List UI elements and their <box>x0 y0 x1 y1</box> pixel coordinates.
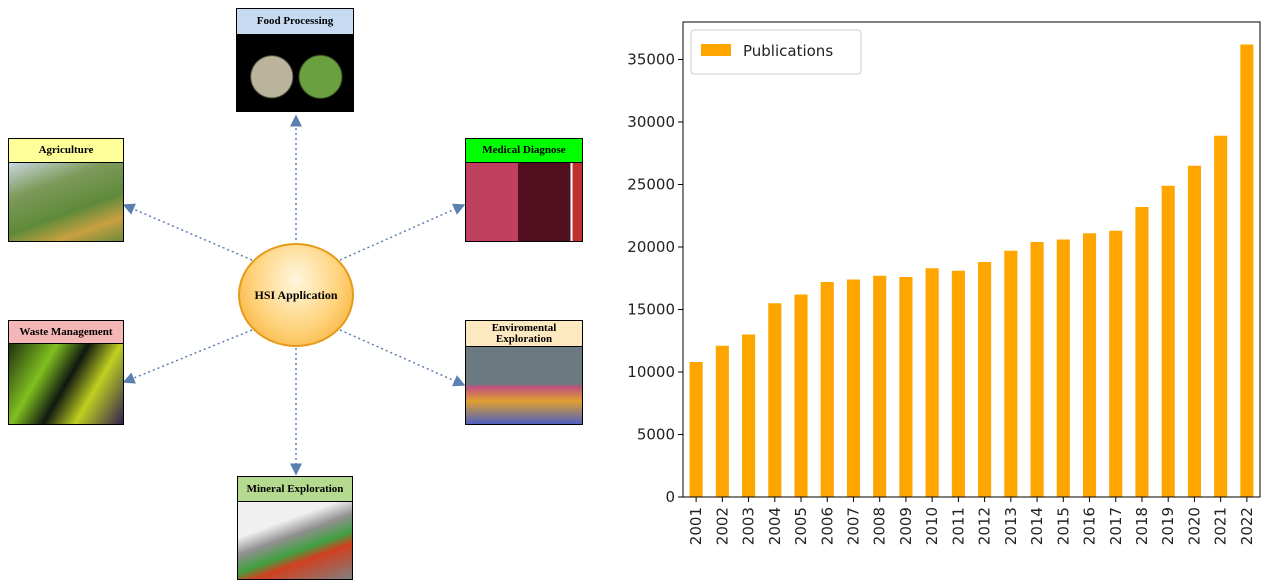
bar <box>1030 242 1044 497</box>
bar <box>951 270 965 497</box>
bar <box>873 275 887 497</box>
node-title: Agriculture <box>9 139 123 163</box>
bar <box>1187 165 1201 497</box>
thumbnail <box>237 35 353 111</box>
bar <box>978 262 992 497</box>
bar <box>742 334 756 497</box>
bar <box>1240 44 1254 497</box>
x-tick-label: 2008 <box>871 507 889 545</box>
node: Food Processing <box>236 8 354 112</box>
y-tick-label: 25000 <box>627 176 675 194</box>
y-tick-label: 30000 <box>627 113 675 131</box>
x-tick-label: 2007 <box>844 507 862 545</box>
bar <box>768 303 782 497</box>
x-tick-label: 2001 <box>687 507 705 545</box>
y-tick-label: 0 <box>665 488 675 506</box>
bar <box>1135 207 1149 497</box>
thumbnail <box>9 163 123 241</box>
x-tick-label: 2013 <box>1002 507 1020 545</box>
y-tick-label: 20000 <box>627 238 675 256</box>
x-tick-label: 2020 <box>1185 507 1203 545</box>
bar <box>1161 185 1175 497</box>
arrow <box>122 203 253 261</box>
arrow <box>122 329 253 384</box>
x-tick-label: 2002 <box>713 507 731 545</box>
arrow <box>339 203 466 261</box>
node: Agriculture <box>8 138 124 242</box>
node: Waste Management <box>8 320 124 425</box>
bar <box>715 345 729 497</box>
bar <box>899 277 913 497</box>
chart: 0 5000 10000 15000 20000 25000 30000 35000 2001 2… <box>627 21 1261 545</box>
bar <box>846 279 861 497</box>
y-tick-label: 15000 <box>627 301 675 319</box>
bar <box>925 268 939 497</box>
node: Medical Diagnose <box>465 138 583 242</box>
x-tick-label: 2004 <box>766 507 784 545</box>
bar <box>1109 230 1123 497</box>
node-title: Mineral Exploration <box>238 477 352 502</box>
node-title: Food Processing <box>237 9 353 35</box>
node-title: Medical Diagnose <box>466 139 582 163</box>
bar <box>794 294 808 497</box>
thumbnail <box>466 347 582 424</box>
x-tick-label: 2014 <box>1028 507 1046 545</box>
legend-frame <box>690 29 862 75</box>
thumbnail <box>466 163 582 241</box>
x-tick-label: 2019 <box>1159 507 1177 545</box>
x-tick-label: 2006 <box>818 507 836 545</box>
legend-swatch <box>701 44 731 56</box>
x-tick-label: 2011 <box>949 507 967 545</box>
x-tick-label: 2022 <box>1238 507 1256 545</box>
y-tick-label: 10000 <box>627 363 675 381</box>
plot-frame <box>682 21 1261 498</box>
x-tick-label: 2021 <box>1212 507 1230 545</box>
center-node: HSI Application <box>238 243 354 347</box>
bar <box>1056 239 1070 497</box>
bar <box>1214 135 1228 497</box>
node-title: Waste Management <box>9 321 123 344</box>
bar <box>820 282 834 497</box>
x-tick-label: 2017 <box>1107 507 1125 545</box>
thumbnail <box>9 344 123 424</box>
node-title: Enviromental Exploration <box>466 321 582 347</box>
x-tick-label: 2012 <box>976 507 994 545</box>
arrow <box>339 329 466 387</box>
bar <box>1004 250 1018 497</box>
bar <box>689 362 703 497</box>
legend-label: Publications <box>743 42 833 60</box>
thumbnail <box>238 502 352 579</box>
node: Enviromental Exploration <box>465 320 583 425</box>
x-tick-label: 2005 <box>792 507 810 545</box>
connectors <box>122 114 466 476</box>
y-tick-label: 35000 <box>627 51 675 69</box>
x-tick-label: 2009 <box>897 507 915 545</box>
x-tick-label: 2015 <box>1054 507 1072 545</box>
x-tick-label: 2018 <box>1133 507 1151 545</box>
bar <box>1082 233 1097 497</box>
y-tick-label: 5000 <box>637 426 675 444</box>
node: Mineral Exploration <box>237 476 353 580</box>
legend: Publications <box>690 29 862 75</box>
x-tick-label: 2010 <box>923 507 941 545</box>
x-tick-label: 2016 <box>1081 507 1099 545</box>
x-tick-label: 2003 <box>740 507 758 545</box>
